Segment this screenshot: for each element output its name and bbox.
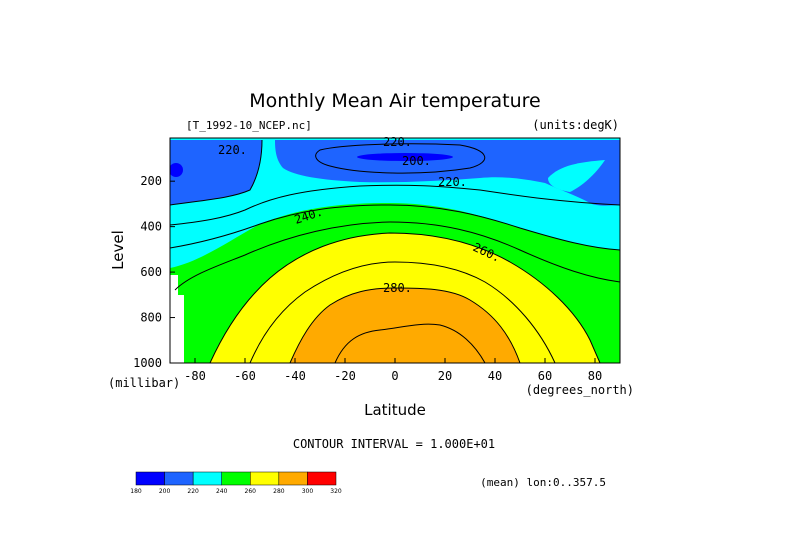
y-tick-label: 1000 <box>133 356 162 370</box>
x-tick-label: -40 <box>284 369 306 383</box>
x-tick-label: 40 <box>488 369 502 383</box>
chart-title: Monthly Mean Air temperature <box>249 90 540 112</box>
x-axis-label: Latitude <box>364 401 426 419</box>
colorbar-label: 300 <box>302 488 314 495</box>
y-tick-label: 600 <box>140 265 162 279</box>
x-tick-label: 80 <box>588 369 602 383</box>
colorbar: 180 200 220 240 260 280 300 320 <box>130 471 342 495</box>
y-axis-ticks: 200 400 600 800 1000 <box>133 174 175 370</box>
band-180-200 <box>357 153 453 161</box>
contour-label: 220. <box>438 175 467 189</box>
colorbar-swatch <box>192 471 222 486</box>
colorbar-swatch <box>307 471 337 486</box>
x-axis-ticks: -80 -60 -40 -20 0 20 40 60 80 <box>184 358 602 383</box>
missing-data-2 <box>178 295 184 363</box>
y-units-label: (millibar) <box>108 376 180 390</box>
contour-label: 220. <box>218 143 247 157</box>
y-tick-label: 200 <box>140 174 162 188</box>
colorbar-label: 220 <box>187 488 199 495</box>
colorbar-swatch <box>250 471 280 486</box>
band-200-220-left <box>170 140 262 205</box>
colorbar-label: 320 <box>330 488 342 495</box>
colorbar-label: 180 <box>130 488 142 495</box>
colorbar-swatch <box>278 471 308 486</box>
contour-label: 220. <box>383 135 412 149</box>
missing-data <box>170 275 178 363</box>
band-cyan-patch <box>548 160 605 192</box>
x-tick-label: -60 <box>234 369 256 383</box>
x-units-label: (degrees_north) <box>526 383 634 397</box>
y-tick-label: 800 <box>140 311 162 325</box>
colorbar-swatch <box>164 471 194 486</box>
colorbar-swatch <box>135 471 165 486</box>
source-file-label: [T_1992-10_NCEP.nc] <box>186 119 312 132</box>
x-tick-label: 60 <box>538 369 552 383</box>
contour-fill <box>170 138 620 363</box>
mean-note: (mean) lon:0..357.5 <box>480 476 606 489</box>
colorbar-label: 200 <box>159 488 171 495</box>
units-label: (units:degK) <box>532 118 619 132</box>
y-axis-label: Level <box>109 230 127 270</box>
x-tick-label: 0 <box>391 369 398 383</box>
colorbar-label: 260 <box>245 488 257 495</box>
contour-interval-label: CONTOUR INTERVAL = 1.000E+01 <box>293 437 495 451</box>
colorbar-swatch <box>221 471 251 486</box>
y-tick-label: 400 <box>140 220 162 234</box>
x-tick-label: -80 <box>184 369 206 383</box>
colorbar-label: 280 <box>273 488 285 495</box>
band-180-200-left <box>170 163 183 177</box>
x-tick-label: -20 <box>334 369 356 383</box>
colorbar-label: 240 <box>216 488 228 495</box>
contour-lines <box>170 139 620 363</box>
contour-label: 280. <box>383 281 412 295</box>
contour-label: 200. <box>402 154 431 168</box>
x-tick-label: 20 <box>438 369 452 383</box>
